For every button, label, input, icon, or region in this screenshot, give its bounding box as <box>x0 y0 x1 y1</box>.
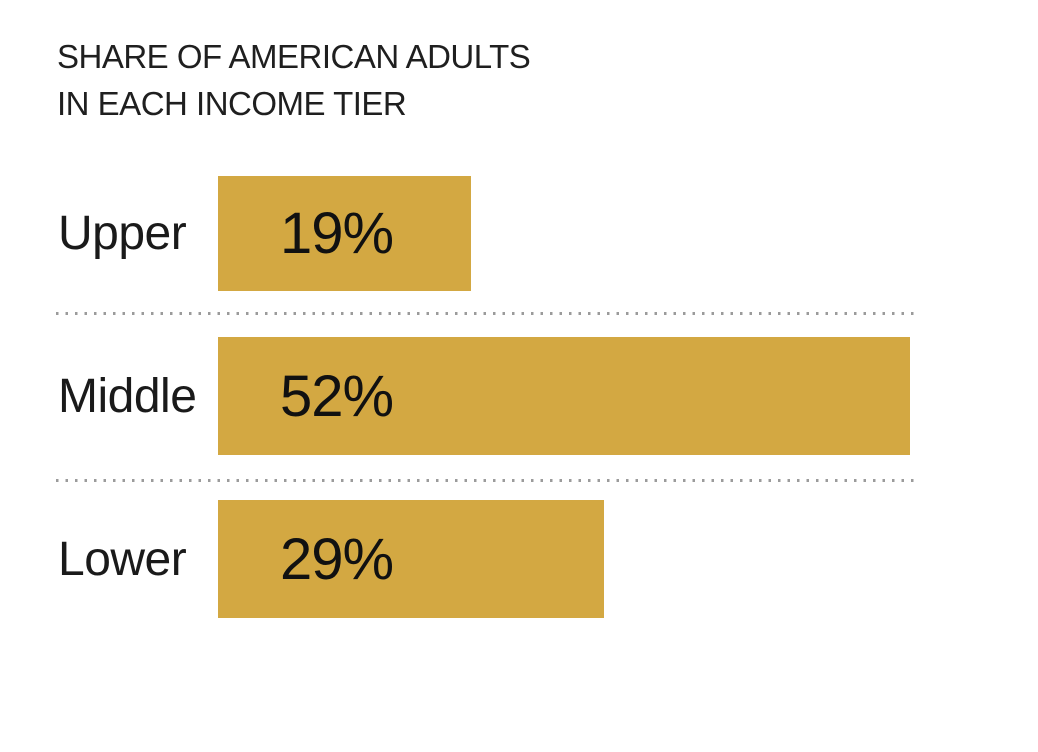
bar-value-label-lower: 29% <box>280 526 394 592</box>
bar-row-lower: Lower 29% <box>0 500 1038 618</box>
bar-track-upper: 19% <box>218 176 918 291</box>
category-label-lower: Lower <box>58 532 187 586</box>
bar-lower: 29% <box>218 500 604 618</box>
bar-track-middle: 52% <box>218 337 918 455</box>
bar-middle: 52% <box>218 337 910 455</box>
bar-track-lower: 29% <box>218 500 918 618</box>
bar-row-upper: Upper 19% <box>0 176 1038 291</box>
chart-title-line2: IN EACH INCOME TIER <box>57 85 407 122</box>
category-label-upper: Upper <box>58 207 187 260</box>
category-label-middle: Middle <box>58 369 197 423</box>
bar-row-middle: Middle 52% <box>0 337 1038 455</box>
dotted-separator-1 <box>56 312 918 315</box>
bar-value-label-upper: 19% <box>280 201 394 266</box>
bar-value-label-middle: 52% <box>280 363 394 429</box>
chart-title-line1: SHARE OF AMERICAN ADULTS <box>57 38 531 75</box>
bar-upper: 19% <box>218 176 471 291</box>
chart-title: SHARE OF AMERICAN ADULTS IN EACH INCOME … <box>57 33 531 127</box>
dotted-separator-2 <box>56 479 918 482</box>
